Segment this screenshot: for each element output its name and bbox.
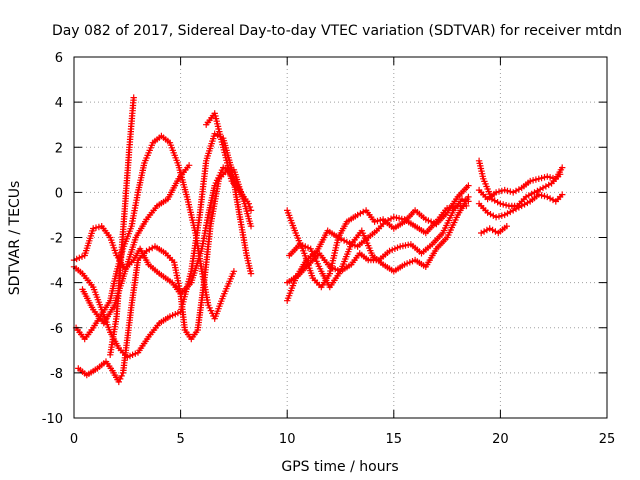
plus-markers <box>475 191 566 221</box>
plus-markers <box>286 193 472 291</box>
plus-markers <box>475 164 566 203</box>
series-11 <box>284 182 472 291</box>
plus-markers <box>478 223 510 237</box>
x-tick-label: 10 <box>279 432 296 447</box>
y-tick-label: -6 <box>50 322 63 337</box>
y-tick-label: 6 <box>55 51 63 66</box>
plus-markers <box>79 162 193 327</box>
y-tick-label: -8 <box>50 367 63 382</box>
plus-markers <box>75 166 248 386</box>
y-tick-label: -2 <box>50 232 63 247</box>
series-15 <box>478 223 510 237</box>
plus-markers <box>284 195 472 286</box>
x-tick-label: 0 <box>70 432 78 447</box>
y-tick-label: 4 <box>55 96 63 111</box>
y-tick-label: -10 <box>42 412 63 427</box>
x-tick-label: 15 <box>386 432 403 447</box>
x-tick-label: 25 <box>599 432 616 447</box>
y-tick-label: -4 <box>50 277 63 292</box>
series-13 <box>475 191 566 221</box>
plus-markers <box>203 110 255 214</box>
y-tick-label: 0 <box>55 186 63 201</box>
x-tick-label: 20 <box>492 432 509 447</box>
series-10 <box>286 193 472 291</box>
series-12 <box>475 157 564 210</box>
series-7 <box>203 110 255 214</box>
data-marks <box>70 94 566 386</box>
y-tick-label: 2 <box>55 141 63 156</box>
chart-title: Day 082 of 2017, Sidereal Day-to-day VTE… <box>52 23 622 39</box>
axis-ticks: 0 5 10 15 20 25 -10 -8 -6 -4 -2 0 2 4 6 <box>42 51 616 447</box>
y-axis-label: SDTVAR / TECUs <box>7 181 23 296</box>
series-14 <box>475 164 566 203</box>
grid-lines <box>74 57 607 418</box>
x-axis-label: GPS time / hours <box>281 459 398 475</box>
x-tick-label: 5 <box>176 432 184 447</box>
plus-markers <box>284 182 472 291</box>
series-4 <box>75 166 248 386</box>
plus-markers <box>70 164 255 298</box>
series-6 <box>79 162 193 327</box>
series-1 <box>70 164 255 298</box>
